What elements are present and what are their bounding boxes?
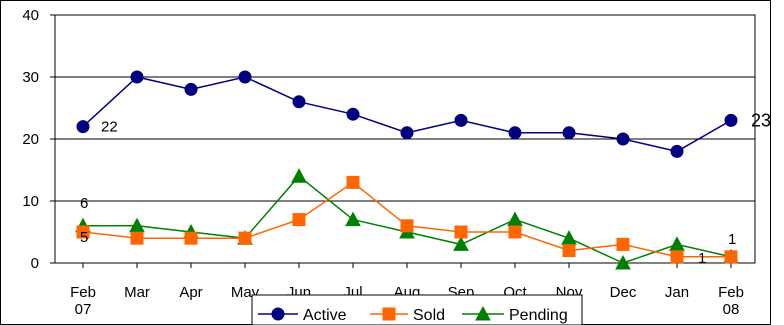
y-tick-label: 0	[31, 255, 39, 272]
series-group	[75, 70, 739, 270]
legend-item-active: Active	[258, 307, 347, 324]
x-tick-label: Mar	[124, 284, 150, 301]
legend-marker-pending	[475, 305, 491, 321]
data-point-sold	[724, 250, 738, 264]
series-pending	[75, 168, 739, 270]
legend-label-pending: Pending	[509, 307, 568, 324]
data-point-sold	[292, 213, 306, 227]
legend-item-sold: Sold	[370, 307, 445, 324]
data-labels: 22 23 6 5 1 1	[80, 110, 771, 266]
data-point-sold	[670, 250, 684, 264]
data-point-sold	[346, 175, 360, 189]
data-point-active	[130, 70, 144, 84]
data-point-sold	[454, 225, 468, 239]
data-point-pending	[453, 236, 469, 251]
data-point-active	[238, 70, 252, 84]
x-tick-label: Jan	[665, 284, 689, 301]
x-tick-label: Feb 07	[70, 284, 96, 318]
data-label: 1	[698, 250, 706, 267]
data-point-pending	[669, 236, 685, 251]
y-tick-label: 30	[22, 69, 39, 86]
data-point-pending	[507, 211, 523, 227]
data-label: 5	[80, 229, 88, 246]
data-label: 23	[751, 110, 771, 130]
data-point-active	[670, 144, 684, 158]
x-tick-label: Dec	[610, 284, 637, 301]
data-point-active	[454, 113, 468, 127]
data-point-active	[562, 126, 576, 140]
data-point-sold	[616, 237, 630, 251]
legend-label-sold: Sold	[413, 307, 445, 324]
x-tick-label: Apr	[179, 284, 202, 301]
data-point-pending	[291, 168, 307, 183]
data-point-sold	[130, 231, 144, 245]
data-point-active	[616, 132, 630, 146]
series-line-active	[82, 76, 732, 153]
y-tick-label: 20	[22, 131, 39, 148]
legend-marker-sold	[382, 307, 396, 321]
data-point-sold	[562, 244, 576, 258]
data-point-pending	[345, 211, 361, 227]
data-point-sold	[238, 231, 252, 245]
y-tick-label: 10	[22, 193, 39, 210]
data-point-active	[184, 82, 198, 96]
data-label: 6	[80, 195, 88, 212]
legend-marker-active	[271, 307, 285, 321]
x-tick-label: Feb 08	[718, 284, 744, 318]
legend-box	[251, 294, 583, 325]
y-tick-label: 40	[22, 7, 39, 24]
data-label: 22	[101, 119, 118, 136]
data-point-sold	[400, 219, 414, 233]
data-point-pending	[615, 254, 631, 270]
data-point-sold	[184, 231, 198, 245]
series-active	[76, 70, 738, 158]
data-point-active	[724, 113, 738, 127]
data-point-active	[76, 120, 90, 134]
data-point-pending	[561, 230, 577, 245]
series-sold	[76, 175, 738, 264]
data-point-active	[400, 126, 414, 140]
data-label: 1	[728, 231, 736, 248]
data-point-active	[346, 107, 360, 121]
data-point-sold	[76, 225, 90, 239]
data-point-active	[508, 126, 522, 140]
data-point-sold	[508, 225, 522, 239]
legend-item-pending: Pending	[462, 305, 568, 324]
legend-label-active: Active	[303, 307, 347, 324]
data-point-active	[292, 95, 306, 109]
legend: Active Sold Pending	[251, 294, 583, 325]
